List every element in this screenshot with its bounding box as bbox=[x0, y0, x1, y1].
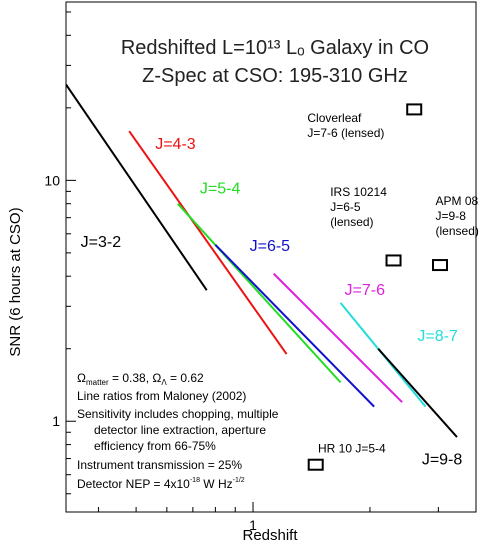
point-marker bbox=[432, 259, 448, 272]
point-marker bbox=[385, 254, 402, 267]
series-layer bbox=[66, 83, 458, 438]
note-sensitivity-1: Sensitivity includes chopping, multiple bbox=[77, 407, 279, 421]
series-line-j-3-2 bbox=[66, 83, 208, 291]
series-line-j-4-3 bbox=[128, 130, 288, 355]
point-label-line: APM 08279 bbox=[436, 194, 479, 208]
point-marker bbox=[406, 103, 423, 116]
note-transmission: Instrument transmission = 25% bbox=[77, 458, 242, 472]
series-label-j-7-6: J=7-6 bbox=[345, 282, 386, 299]
note-sensitivity-3: efficiency from 66-75% bbox=[94, 439, 216, 453]
series-line-j-7-6 bbox=[272, 272, 403, 403]
series-label-j-9-8: J=9-8 bbox=[422, 452, 463, 469]
note-line-ratios: Line ratios from Maloney (2002) bbox=[77, 389, 246, 403]
y-tick-label: 10 bbox=[44, 172, 60, 188]
axis-ticks: 1 1 10 bbox=[44, 11, 439, 533]
point-label-line: (lensed) bbox=[436, 224, 479, 238]
note-sensitivity-2: detector line extraction, aperture bbox=[94, 423, 266, 437]
series-labels: J=3-2 J=4-3 J=5-4 J=6-5 J=7-6 J=8-7 J=9-8 bbox=[81, 136, 463, 469]
series-label-j-4-3: J=4-3 bbox=[155, 136, 196, 153]
point-label-line: HR 10 J=5-4 bbox=[318, 442, 386, 456]
series-label-j-8-7: J=8-7 bbox=[417, 328, 458, 345]
point-label-line: J=7-6 (lensed) bbox=[307, 126, 384, 140]
point-label-line: (lensed) bbox=[330, 215, 373, 229]
point-label-line: J=6-5 bbox=[330, 200, 361, 214]
series-line-j-9-8 bbox=[377, 348, 458, 438]
chart-title: Redshifted L=10¹³ Lₒ Galaxy in CO bbox=[121, 37, 429, 59]
notes-block: Ωmatter = 0.38, ΩΛ = 0.62 Line ratios fr… bbox=[77, 371, 279, 491]
point-label-line: J=9-8 bbox=[436, 209, 467, 223]
y-tick-label: 1 bbox=[52, 413, 60, 429]
series-label-j-6-5: J=6-5 bbox=[250, 238, 291, 255]
x-tick-label: 1 bbox=[249, 517, 257, 533]
x-axis-label: Redshift bbox=[242, 527, 298, 544]
series-line-j-6-5 bbox=[214, 244, 375, 408]
point-label-line: Cloverleaf bbox=[307, 111, 362, 125]
series-label-j-5-4: J=5-4 bbox=[200, 181, 241, 198]
plot-frame bbox=[65, 1, 477, 513]
note-detector-nep: Detector NEP = 4x10-18 W Hz-1/2 bbox=[77, 477, 245, 491]
point-marker bbox=[307, 458, 324, 471]
note-cosmology: Ωmatter = 0.38, ΩΛ = 0.62 bbox=[77, 371, 204, 387]
point-label-line: IRS 10214 bbox=[330, 185, 387, 199]
chart-subtitle: Z-Spec at CSO: 195-310 GHz bbox=[142, 65, 408, 87]
y-axis-label: SNR (6 hours at CSO) bbox=[7, 207, 24, 356]
series-label-j-3-2: J=3-2 bbox=[81, 234, 122, 251]
series-line-j-5-4 bbox=[177, 203, 342, 384]
